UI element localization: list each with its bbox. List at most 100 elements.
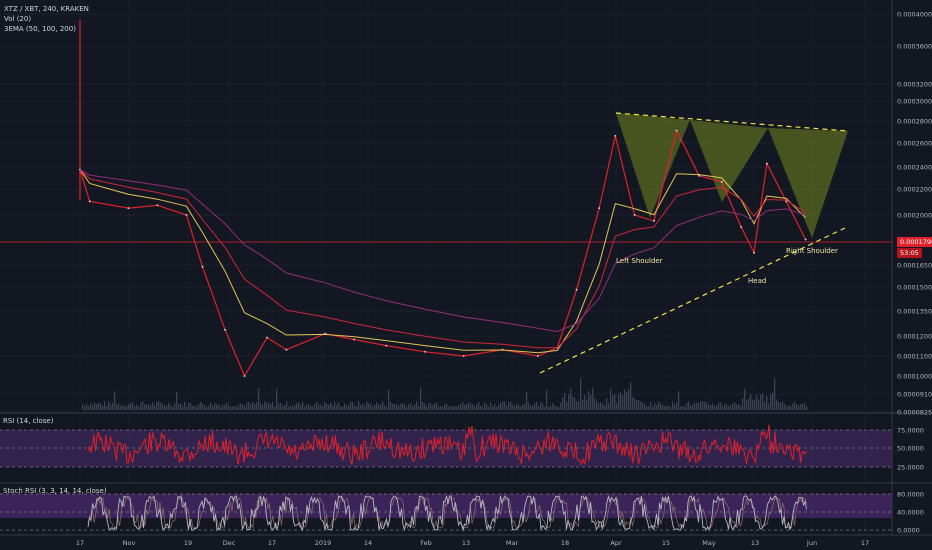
volume-bar [396,404,398,410]
volume-bar [632,397,634,410]
volume-bar [764,401,766,410]
volume-bar [402,403,404,410]
volume-bar [116,404,118,410]
volume-bar [682,406,684,410]
volume-bar [104,401,106,410]
price-axis-label: 0.0002800 [897,118,932,126]
volume-bar [424,403,426,410]
price-point [462,355,465,357]
volume-bar [692,404,694,410]
volume-bar [612,395,614,410]
volume-bar [384,405,386,410]
volume-bar [242,403,244,410]
volume-bar [118,403,120,410]
time-axis-label: 17 [268,539,276,547]
volume-bar [418,405,420,410]
volume-bar [596,401,598,410]
time-axis-label: Jun [806,539,817,547]
volume-bar [158,401,160,410]
volume-bar [782,401,784,410]
volume-bar [478,402,480,410]
volume-bar [634,398,636,410]
current-price-tag: 0.0001798 [897,237,932,247]
volume-bar [610,388,612,410]
volume-bar [82,404,84,410]
volume-bar [428,403,430,410]
volume-bar [686,403,688,410]
volume-bar [470,403,472,410]
stoch-axis-label: 0.0000 [897,527,920,535]
right-shoulder-label: Right Shoulder [786,247,838,255]
volume-bar [154,405,156,410]
volume-bar [444,404,446,410]
volume-bar [338,402,340,410]
volume-bar [220,406,222,410]
volume-bar [310,405,312,410]
price-axis-label: 0.0000910 [897,391,932,399]
volume-bar [256,402,258,410]
volume-bar [298,402,300,410]
volume-bar [522,404,524,410]
time-axis-label: 13 [751,539,759,547]
volume-bar [110,404,112,410]
volume-bar [386,406,388,410]
volume-bar [226,402,228,410]
price-axis-label: 0.0003200 [897,81,932,89]
price-point [753,251,755,254]
volume-bar [328,404,330,410]
volume-bar [412,406,414,410]
volume-bar [590,394,592,410]
volume-bar [514,405,516,410]
volume-bar [362,403,364,410]
volume-bar [698,402,700,410]
time-axis-label: 15 [662,539,670,547]
volume-bar [122,404,124,410]
price-axis-label: 0.0002200 [897,186,932,194]
ema-legend: 3EMA (50, 100, 200) [4,25,76,33]
price-point [424,350,426,353]
price-point [266,336,268,339]
volume-bar [182,406,184,410]
volume-bar [238,404,240,410]
volume-bar [672,401,674,410]
volume-bar [314,404,316,410]
volume-bar [678,391,680,410]
volume-bar [654,403,656,410]
volume-bar [626,392,628,410]
volume-bar [176,391,178,410]
price-point [740,226,742,228]
volume-bar [580,378,582,410]
volume-bar [684,406,686,410]
time-axis-label: 2019 [315,539,332,547]
price-point [698,174,700,177]
volume-bar [792,403,794,410]
volume-bar [746,400,748,410]
volume-bar [738,404,740,410]
price-axis-label: 0.0001350 [897,308,932,316]
volume-bar [448,406,450,410]
volume-bar [90,403,92,410]
rsi-axis-label: 75.0000 [897,427,924,435]
volume-bar [438,406,440,410]
volume-bar [752,399,754,410]
volume-bar [336,404,338,410]
ema50-line [79,169,806,354]
volume-bar [464,404,466,410]
volume-bar [168,402,170,410]
volume-bar [804,403,806,410]
volume-bar [520,406,522,410]
volume-bar [458,405,460,410]
volume-bar [794,401,796,410]
volume-bar [472,404,474,410]
volume-bar [102,405,104,410]
volume-bar [150,405,152,410]
volume-bar [758,399,760,410]
volume-bar [86,404,88,410]
volume-bar [372,406,374,410]
price-point [653,220,655,222]
volume-bar [676,401,678,410]
volume-bar [658,401,660,410]
price-point [243,375,246,377]
time-axis-label: 17 [76,539,84,547]
